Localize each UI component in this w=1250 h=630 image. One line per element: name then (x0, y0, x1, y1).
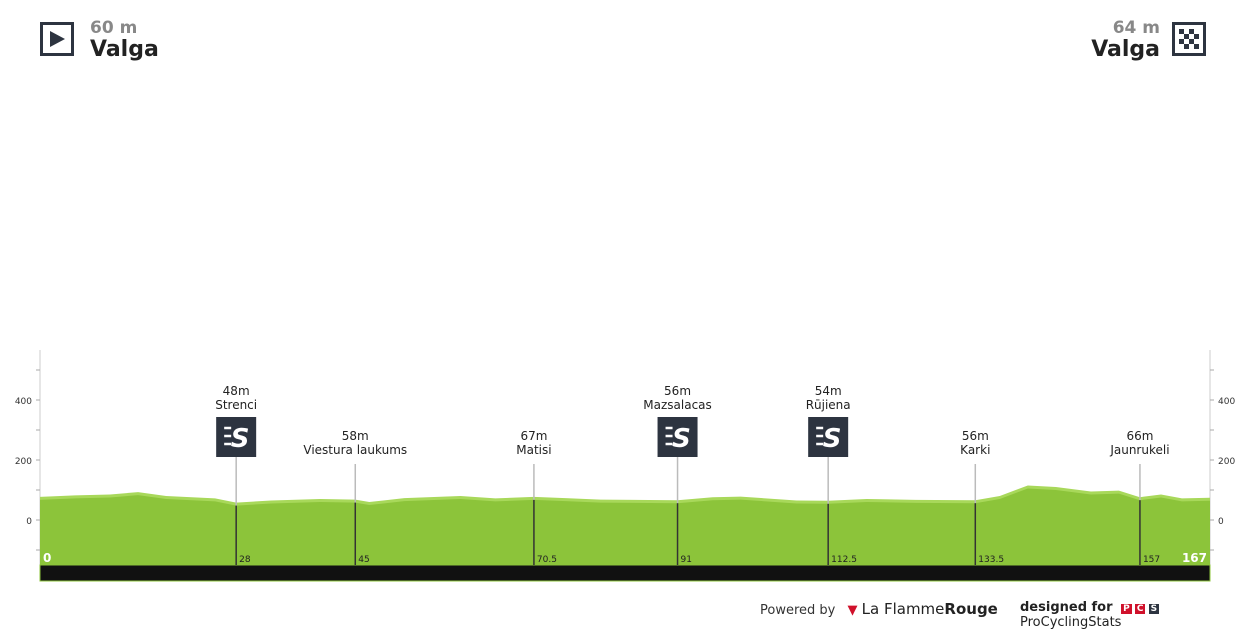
finish-name: Valga (1091, 37, 1160, 62)
finish-info: 64 m Valga (1091, 18, 1160, 62)
sprint-icon-letter: S (823, 424, 842, 454)
y-tick-label-right: 0 (1218, 517, 1224, 527)
point-altitude: 48m (223, 384, 250, 398)
point-name: Strenci (215, 398, 257, 412)
x-end-label: 167 (1182, 551, 1207, 565)
sprint-icon-letter: S (672, 424, 691, 454)
y-tick-label-left: 400 (15, 397, 32, 407)
point-name: Rūjiena (806, 398, 851, 412)
km-label: 157 (1143, 555, 1160, 565)
designed-for-label: designed for (1020, 600, 1113, 615)
pcs-logo-icon[interactable]: P C S (1121, 604, 1160, 614)
elevation-profile-area (40, 488, 1210, 565)
sprint-icon (216, 417, 257, 457)
km-label: 91 (681, 555, 692, 565)
y-tick-label-left: 0 (26, 517, 32, 527)
km-label: 112.5 (831, 555, 857, 565)
point-altitude: 67m (520, 429, 547, 443)
km-label: 133.5 (978, 555, 1004, 565)
start-info: 60 m Valga (90, 18, 159, 62)
la-flamme-rouge-logo-icon[interactable]: ▼ (847, 603, 858, 618)
x-start-label: 0 (43, 551, 51, 565)
distance-band (39, 564, 1211, 582)
start-altitude: 60 m (90, 18, 138, 38)
start-name: Valga (90, 37, 159, 62)
y-tick-label-right: 200 (1218, 457, 1235, 467)
km-label: 45 (358, 555, 369, 565)
checkered-finish-flag-icon (1172, 22, 1206, 56)
la-flamme-rouge-brand[interactable]: La FlammeRouge (861, 600, 998, 618)
point-altitude: 58m (342, 429, 369, 443)
designed-for: designed for P C S ProCyclingStats (1020, 600, 1250, 630)
start-flag-icon (40, 22, 74, 56)
point-altitude: 56m (962, 429, 989, 443)
y-tick-label-left: 200 (15, 457, 32, 467)
km-label: 28 (239, 555, 251, 565)
point-name: Mazsalacas (643, 398, 712, 412)
point-name: Karki (960, 443, 990, 457)
point-altitude: 56m (664, 384, 691, 398)
point-altitude: 66m (1126, 429, 1153, 443)
sprint-icon (657, 417, 698, 457)
y-tick-label-right: 400 (1218, 397, 1235, 407)
point-name: Viestura laukums (303, 443, 407, 457)
powered-by-label: Powered by (760, 603, 836, 618)
point-altitude: 54m (815, 384, 842, 398)
sprint-icon-letter: S (231, 424, 250, 454)
km-label: 70.5 (537, 555, 557, 565)
sprint-icon (808, 417, 849, 457)
pcs-brand[interactable]: ProCyclingStats (1020, 615, 1122, 630)
point-name: Matisi (516, 443, 551, 457)
finish-altitude: 64 m (1112, 18, 1160, 38)
point-name: Jaunrukeli (1109, 443, 1169, 457)
powered-by: Powered by ▼ La FlammeRouge (760, 600, 998, 618)
